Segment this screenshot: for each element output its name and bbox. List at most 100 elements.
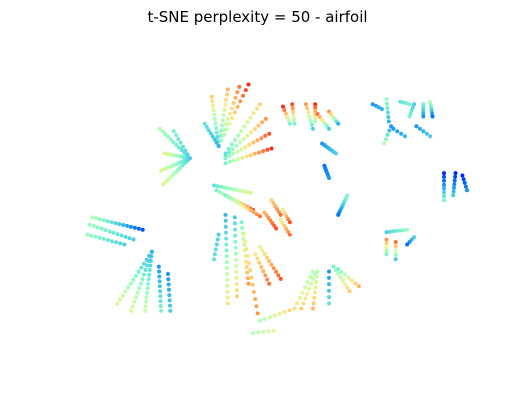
scatter-point <box>225 295 230 300</box>
scatter-point <box>166 277 171 282</box>
scatter-point <box>229 142 234 147</box>
scatter-point <box>407 102 412 107</box>
scatter-point <box>314 274 319 279</box>
scatter-point <box>130 304 135 309</box>
scatter-point <box>465 188 469 193</box>
scatter-point <box>282 211 287 216</box>
scatter-point <box>225 186 230 191</box>
scatter-point <box>267 281 272 286</box>
scatter-point <box>97 235 102 240</box>
scatter-point <box>451 193 456 198</box>
scatter-point <box>385 110 390 115</box>
scatter-point <box>206 128 211 133</box>
scatter-point <box>284 214 289 219</box>
scatter-point <box>101 237 106 241</box>
scatter-point <box>214 126 219 131</box>
scatter-point <box>256 123 261 128</box>
scatter-point <box>393 240 398 244</box>
scatter-point <box>307 286 312 291</box>
scatter-point <box>275 207 279 211</box>
scatter-point <box>248 208 253 213</box>
scatter-point <box>429 105 434 110</box>
scatter-point <box>224 266 229 271</box>
scatter-point <box>421 114 426 119</box>
scatter-point <box>305 291 310 296</box>
scatter-point <box>105 219 110 224</box>
scatter-point <box>157 284 162 289</box>
scatter-point <box>233 233 238 238</box>
scatter-point <box>121 223 126 227</box>
scatter-point <box>251 210 256 215</box>
scatter-point <box>149 249 154 254</box>
scatter-point <box>232 215 237 220</box>
scatter-point <box>386 115 391 119</box>
scatter-point <box>356 284 361 289</box>
scatter-point <box>243 145 248 150</box>
scatter-point <box>453 171 458 176</box>
scatter-point <box>232 198 237 203</box>
scatter-point <box>222 185 226 190</box>
scatter-point <box>214 140 219 145</box>
scatter-point <box>412 102 417 107</box>
scatter-point <box>132 299 137 304</box>
scatter-point <box>238 99 243 104</box>
scatter-point <box>168 308 173 313</box>
scatter-point <box>244 259 248 264</box>
scatter-point <box>233 251 238 256</box>
scatter-point <box>223 218 228 223</box>
scatter-point <box>233 227 238 232</box>
scatter-point <box>120 293 125 298</box>
scatter-point <box>353 281 358 286</box>
scatter-point <box>216 144 221 148</box>
scatter-point <box>414 124 419 129</box>
scatter-point <box>252 151 257 156</box>
scatter-point <box>90 215 95 220</box>
scatter-point <box>327 301 331 306</box>
scatter-point <box>384 248 389 253</box>
scatter-point <box>244 246 249 251</box>
scatter-point <box>346 275 351 280</box>
scatter-point <box>292 306 297 311</box>
scatter-point <box>166 282 171 287</box>
scatter-point <box>267 131 272 136</box>
scatter-point <box>242 204 247 209</box>
scatter-point <box>215 237 220 242</box>
scatter-point <box>233 95 238 100</box>
scatter-point <box>131 277 136 282</box>
scatter-point <box>141 261 146 266</box>
scatter-point <box>327 288 331 293</box>
scatter-point <box>211 108 216 113</box>
scatter-point <box>215 184 220 189</box>
scatter-point <box>225 301 230 306</box>
scatter-point <box>223 224 228 229</box>
scatter-point <box>222 108 227 112</box>
scatter-point <box>404 101 409 106</box>
scatter-point <box>383 137 388 142</box>
scatter-point <box>224 230 228 235</box>
scatter-point <box>303 285 307 290</box>
scatter-point <box>167 293 172 298</box>
scatter-point <box>410 105 415 110</box>
scatter-point <box>398 228 403 233</box>
scatter-point <box>250 282 255 287</box>
scatter-point <box>309 122 314 127</box>
scatter-point <box>146 277 151 282</box>
scatter-point <box>228 186 233 191</box>
scatter-point <box>282 310 287 314</box>
scatter-point <box>384 230 389 235</box>
scatter-point <box>178 140 183 145</box>
scatter-point <box>94 216 98 221</box>
scatter-point <box>442 178 446 183</box>
scatter-point <box>237 84 242 89</box>
scatter-point <box>140 227 145 232</box>
scatter-point <box>442 190 446 195</box>
scatter-point <box>384 252 389 257</box>
scatter-point <box>287 121 292 126</box>
scatter-point <box>99 226 104 231</box>
scatter-point <box>303 296 308 301</box>
scatter-point <box>244 265 249 270</box>
scatter-point <box>277 311 282 316</box>
scatter-point <box>157 269 162 274</box>
scatter-point <box>176 137 181 141</box>
scatter-point <box>134 295 138 300</box>
